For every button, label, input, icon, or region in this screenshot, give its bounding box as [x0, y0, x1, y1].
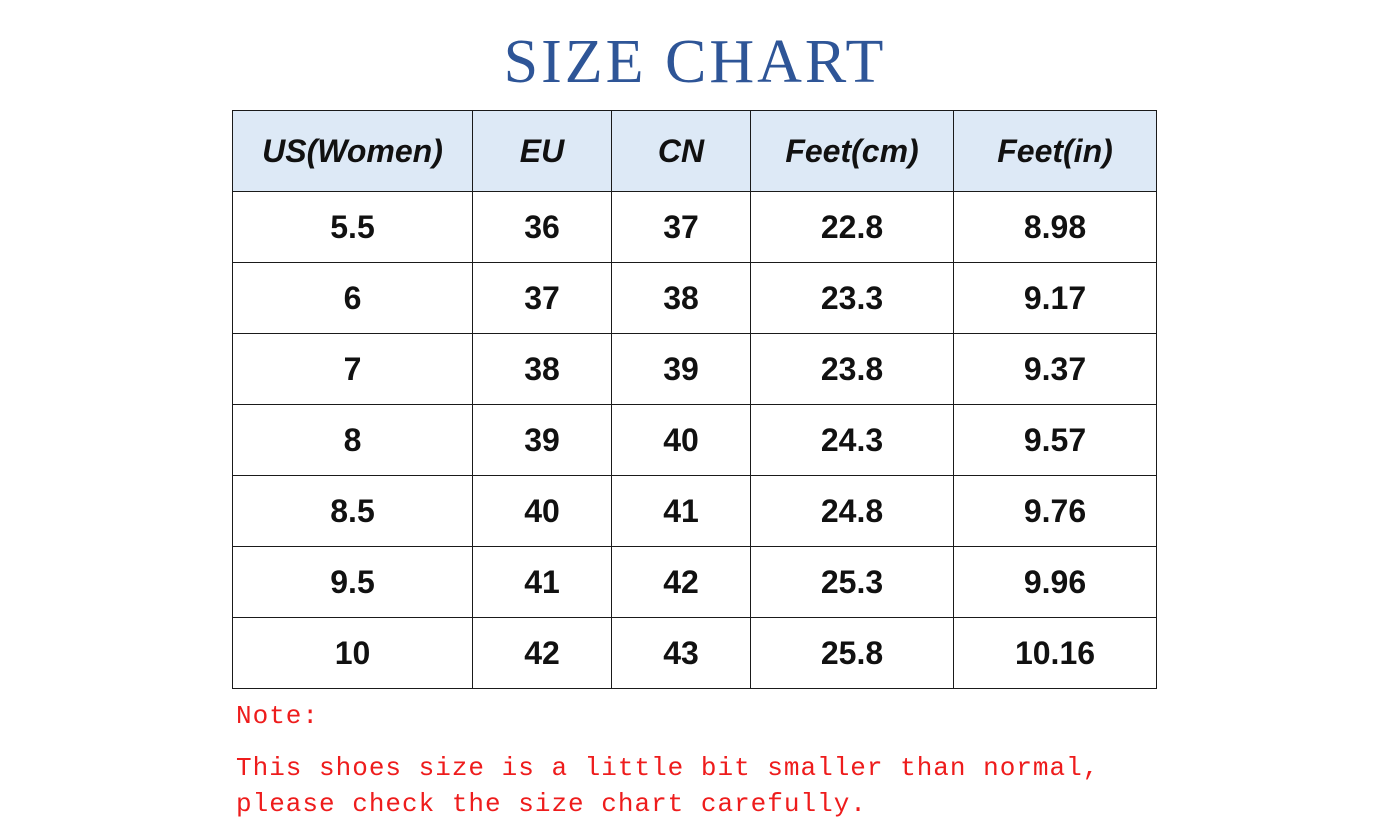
header-feet-cm: Feet(cm) [750, 110, 954, 192]
page-title: SIZE CHART [503, 28, 887, 96]
cell-us-women: 5.5 [232, 191, 473, 263]
table-row: 9.5 41 42 25.3 9.96 [232, 546, 1157, 618]
cell-us-women: 8.5 [232, 475, 473, 547]
table-row: 10 42 43 25.8 10.16 [232, 617, 1157, 689]
cell-us-women: 9.5 [232, 546, 473, 618]
header-feet-in: Feet(in) [953, 110, 1157, 192]
cell-cn: 40 [611, 404, 751, 476]
cell-eu: 36 [472, 191, 612, 263]
cell-us-women: 7 [232, 333, 473, 405]
table-row: 8 39 40 24.3 9.57 [232, 404, 1157, 476]
note-text-line-2: please check the size chart carefully. [236, 789, 867, 819]
header-us-women: US(Women) [232, 110, 473, 192]
cell-us-women: 10 [232, 617, 473, 689]
cell-cn: 43 [611, 617, 751, 689]
cell-eu: 41 [472, 546, 612, 618]
cell-feet-in: 9.37 [953, 333, 1157, 405]
cell-feet-cm: 23.8 [750, 333, 954, 405]
cell-eu: 39 [472, 404, 612, 476]
cell-cn: 39 [611, 333, 751, 405]
cell-eu: 40 [472, 475, 612, 547]
cell-eu: 37 [472, 262, 612, 334]
cell-feet-in: 9.96 [953, 546, 1157, 618]
cell-feet-in: 9.57 [953, 404, 1157, 476]
header-cn: CN [611, 110, 751, 192]
cell-feet-in: 9.76 [953, 475, 1157, 547]
cell-feet-in: 10.16 [953, 617, 1157, 689]
header-eu: EU [472, 110, 612, 192]
cell-cn: 37 [611, 191, 751, 263]
note-text-line-1: This shoes size is a little bit smaller … [236, 753, 1100, 783]
cell-feet-cm: 25.8 [750, 617, 954, 689]
cell-feet-cm: 25.3 [750, 546, 954, 618]
header-row: US(Women) EU CN Feet(cm) Feet(in) [232, 110, 1157, 192]
cell-cn: 42 [611, 546, 751, 618]
table-row: 7 38 39 23.8 9.37 [232, 333, 1157, 405]
table-row: 6 37 38 23.3 9.17 [232, 262, 1157, 334]
table-row: 8.5 40 41 24.8 9.76 [232, 475, 1157, 547]
cell-feet-cm: 24.8 [750, 475, 954, 547]
cell-cn: 41 [611, 475, 751, 547]
cell-eu: 42 [472, 617, 612, 689]
cell-us-women: 6 [232, 262, 473, 334]
table-row: 5.5 36 37 22.8 8.98 [232, 191, 1157, 263]
cell-eu: 38 [472, 333, 612, 405]
note-label: Note: [236, 701, 320, 731]
cell-feet-cm: 23.3 [750, 262, 954, 334]
cell-feet-cm: 24.3 [750, 404, 954, 476]
cell-us-women: 8 [232, 404, 473, 476]
cell-feet-cm: 22.8 [750, 191, 954, 263]
cell-feet-in: 8.98 [953, 191, 1157, 263]
cell-cn: 38 [611, 262, 751, 334]
cell-feet-in: 9.17 [953, 262, 1157, 334]
size-table: US(Women) EU CN Feet(cm) Feet(in) 5.5 36… [232, 110, 1157, 689]
